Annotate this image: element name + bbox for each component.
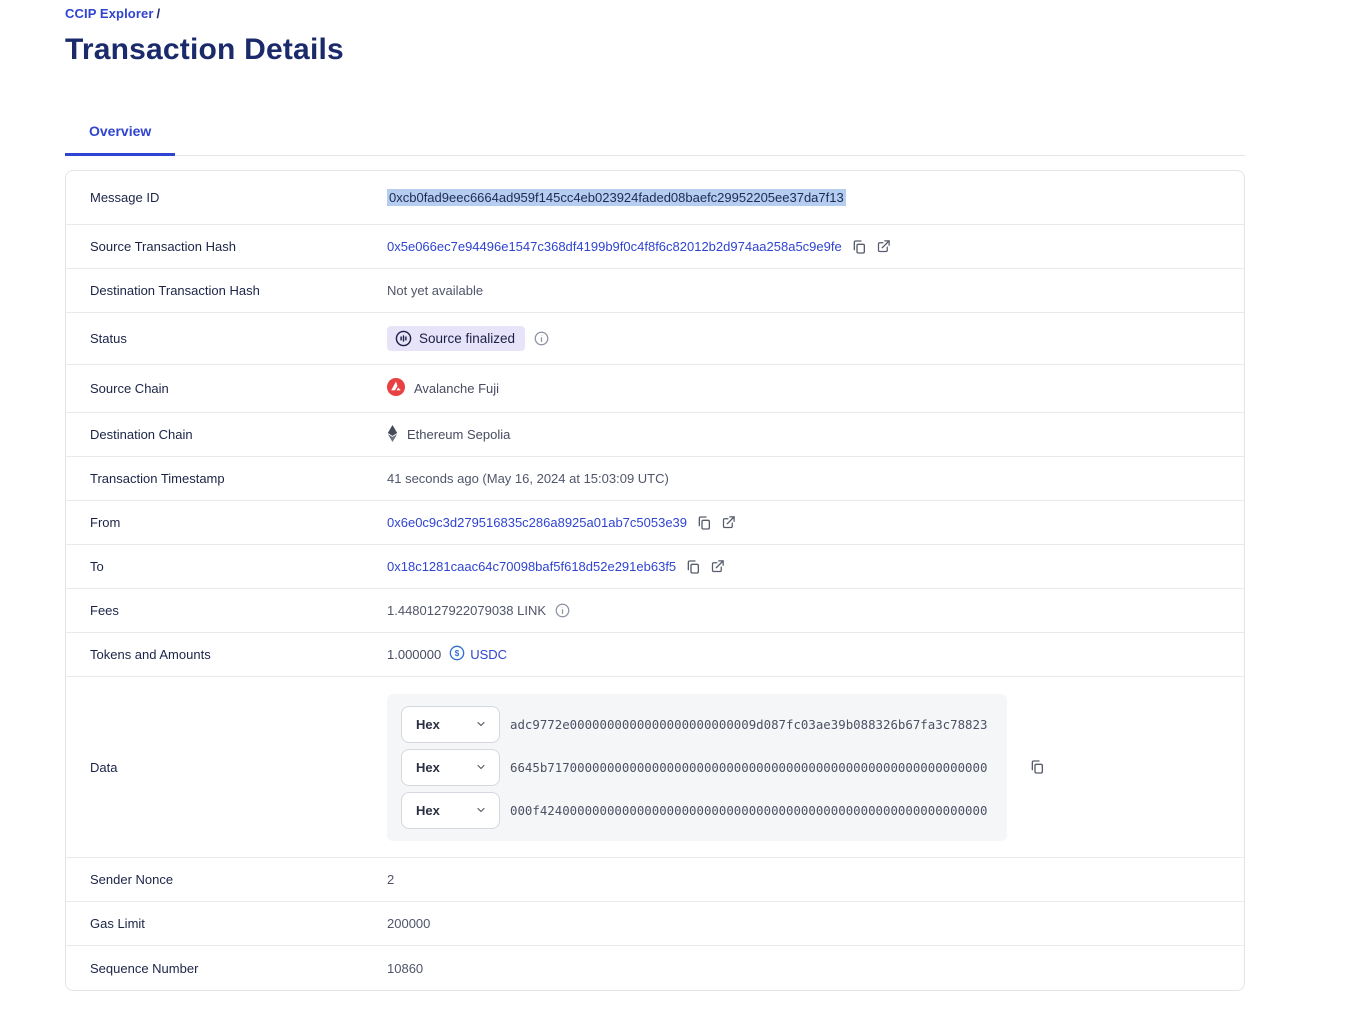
sender-nonce-value: 2 — [387, 872, 395, 887]
row-label: From — [90, 515, 121, 530]
copy-data-icon[interactable] — [1029, 759, 1045, 775]
hex-format-select[interactable]: Hex — [401, 705, 500, 743]
table-row-status: Status Source finalized — [66, 313, 1244, 365]
dest-chain-name: Ethereum Sepolia — [407, 427, 511, 442]
status-badge: Source finalized — [387, 326, 526, 351]
sequence-number-value: 10860 — [387, 960, 424, 976]
table-row-sequence-number: Sequence Number 10860 — [66, 946, 1244, 990]
row-label: Destination Transaction Hash — [90, 283, 260, 298]
row-label: Gas Limit — [90, 916, 145, 931]
breadcrumb-link-ccip-explorer[interactable]: CCIP Explorer — [65, 6, 154, 21]
row-label: Sequence Number — [90, 960, 199, 976]
hex-format-label: Hex — [416, 759, 440, 775]
dest-chain-value: Ethereum Sepolia — [387, 424, 511, 445]
hex-format-select[interactable]: Hex — [401, 748, 500, 786]
page-title: Transaction Details — [65, 33, 344, 66]
info-icon[interactable] — [555, 603, 570, 618]
chevron-down-icon — [477, 721, 485, 727]
row-label: Fees — [90, 603, 119, 618]
data-line: Hex 6645b7170000000000000000000000000000… — [401, 748, 993, 786]
external-link-icon[interactable] — [710, 559, 725, 574]
chevron-down-icon — [477, 807, 485, 813]
avalanche-fuji-icon — [387, 378, 405, 399]
token-symbol-link[interactable]: USDC — [470, 647, 508, 662]
table-row-tokens: Tokens and Amounts 1.000000 $ USDC — [66, 633, 1244, 677]
ethereum-sepolia-icon — [387, 424, 398, 445]
hex-data-line-2: 6645b71700000000000000000000000000000000… — [510, 759, 988, 775]
source-chain-value: Avalanche Fuji — [387, 378, 499, 399]
table-row-timestamp: Transaction Timestamp 41 seconds ago (Ma… — [66, 457, 1244, 501]
external-link-icon[interactable] — [876, 239, 891, 254]
breadcrumb-separator: / — [156, 6, 161, 21]
table-row-to: To 0x18c1281caac64c70098baf5f618d52e291e… — [66, 545, 1244, 589]
status-badge-label: Source finalized — [419, 331, 516, 346]
source-chain-name: Avalanche Fuji — [414, 381, 500, 396]
copy-icon[interactable] — [851, 239, 867, 255]
breadcrumb: CCIP Explorer / — [65, 6, 1245, 21]
table-row-data: Data Hex adc9772e00000000000000000000000… — [66, 677, 1244, 858]
hex-format-label: Hex — [416, 716, 440, 732]
chevron-down-icon — [477, 764, 485, 770]
hex-format-label: Hex — [416, 802, 440, 818]
external-link-icon[interactable] — [721, 515, 736, 530]
transaction-details-page: CCIP Explorer / Transaction Details Overv… — [65, 6, 1245, 991]
data-line: Hex adc9772e0000000000000000000000009d08… — [401, 705, 993, 743]
details-table: Message ID 0xcb0fad9eec6664ad959f145cc4e… — [65, 170, 1245, 991]
svg-text:$: $ — [455, 649, 460, 658]
table-row-source-tx-hash: Source Transaction Hash 0x5e066ec7e94496… — [66, 225, 1244, 269]
row-label: To — [90, 559, 104, 574]
from-address-link[interactable]: 0x6e0c9c3d279516835c286a8925a01ab7c5053e… — [387, 515, 688, 530]
fees-value: 1.4480127922079038 LINK — [387, 603, 547, 618]
copy-icon[interactable] — [685, 559, 701, 575]
data-panel: Hex adc9772e0000000000000000000000009d08… — [387, 693, 1007, 841]
message-id-value: 0xcb0fad9eec6664ad959f145cc4eb023924fade… — [387, 189, 846, 206]
table-row-dest-tx-hash: Destination Transaction Hash Not yet ava… — [66, 269, 1244, 313]
hex-data-line-3: 000f424000000000000000000000000000000000… — [510, 802, 988, 818]
row-label: Status — [90, 331, 127, 346]
status-progress-icon — [395, 330, 412, 347]
copy-icon[interactable] — [696, 515, 712, 531]
dest-tx-hash-value: Not yet available — [387, 283, 484, 298]
table-row-gas-limit: Gas Limit 200000 — [66, 902, 1244, 946]
timestamp-value: 41 seconds ago (May 16, 2024 at 15:03:09… — [387, 471, 669, 486]
source-tx-hash-link[interactable]: 0x5e066ec7e94496e1547c368df4199b9f0c4f8f… — [387, 239, 842, 254]
tab-overview[interactable]: Overview — [65, 113, 176, 156]
table-row-message-id: Message ID 0xcb0fad9eec6664ad959f145cc4e… — [66, 171, 1244, 225]
table-row-from: From 0x6e0c9c3d279516835c286a8925a01ab7c… — [66, 501, 1244, 545]
row-label: Source Chain — [90, 381, 169, 396]
table-row-fees: Fees 1.4480127922079038 LINK — [66, 589, 1244, 633]
table-row-dest-chain: Destination Chain Ethereum Sepolia — [66, 413, 1244, 457]
row-label: Destination Chain — [90, 427, 193, 442]
row-label: Source Transaction Hash — [90, 239, 236, 254]
hex-data-line-1: adc9772e0000000000000000000000009d087fc0… — [510, 716, 988, 732]
token-amount-value: 1.000000 — [387, 647, 442, 662]
data-line: Hex 000f42400000000000000000000000000000… — [401, 791, 993, 829]
row-label: Sender Nonce — [90, 872, 174, 887]
row-label: Tokens and Amounts — [90, 647, 211, 662]
usdc-token-icon: $ — [449, 645, 465, 664]
row-label: Transaction Timestamp — [90, 471, 225, 486]
gas-limit-value: 200000 — [387, 916, 431, 931]
table-row-source-chain: Source Chain Avalanche Fuji — [66, 365, 1244, 413]
info-icon[interactable] — [534, 331, 549, 346]
hex-format-select[interactable]: Hex — [401, 791, 500, 829]
to-address-link[interactable]: 0x18c1281caac64c70098baf5f618d52e291eb63… — [387, 559, 677, 574]
row-label: Data — [90, 759, 118, 775]
table-row-sender-nonce: Sender Nonce 2 — [66, 858, 1244, 902]
row-label: Message ID — [90, 190, 160, 205]
tab-bar: Overview — [65, 113, 1245, 156]
